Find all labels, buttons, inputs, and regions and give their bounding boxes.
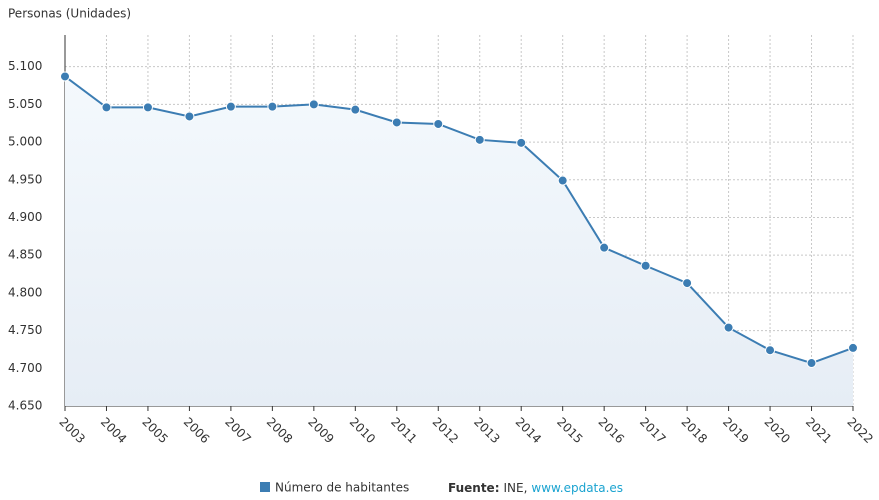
x-tick-label: 2011	[388, 415, 419, 446]
point	[101, 102, 112, 113]
x-tick-label: 2007	[222, 415, 253, 446]
point	[433, 118, 444, 129]
point	[142, 102, 153, 113]
point	[723, 322, 734, 333]
point	[474, 134, 485, 145]
source-link[interactable]: www.epdata.es	[531, 481, 623, 495]
y-tick-label: 5.000	[8, 135, 42, 149]
x-tick-label: 2003	[56, 415, 87, 446]
x-tick-label: 2009	[305, 415, 336, 446]
point	[350, 104, 361, 115]
legend-label: Número de habitantes	[275, 481, 409, 495]
point	[267, 101, 278, 112]
x-tick-label: 2010	[347, 415, 378, 446]
point	[640, 260, 651, 271]
source: Fuente: INE, www.epdata.es	[448, 481, 623, 495]
x-tick-label: 2012	[430, 415, 461, 446]
x-tick-label: 2015	[554, 415, 585, 446]
point	[848, 342, 858, 353]
y-tick-label: 4.750	[8, 323, 42, 337]
point	[391, 117, 402, 128]
point	[806, 358, 817, 369]
source-text: INE,	[504, 481, 528, 495]
x-tick-label: 2019	[720, 415, 751, 446]
x-tick-label: 2006	[181, 415, 212, 446]
x-tick-label: 2008	[264, 415, 295, 446]
y-tick-label: 4.800	[8, 285, 42, 299]
point	[765, 345, 776, 356]
y-tick-label: 4.900	[8, 210, 42, 224]
y-tick-label: 4.850	[8, 248, 42, 262]
y-tick-label: 5.100	[8, 59, 42, 73]
area	[65, 76, 853, 407]
y-tick-label: 4.650	[8, 399, 42, 413]
point	[225, 101, 236, 112]
x-tick-label: 2013	[471, 415, 502, 446]
x-tick-label: 2018	[679, 415, 710, 446]
x-tick-label: 2004	[98, 415, 129, 446]
point	[184, 111, 195, 122]
y-tick-label: 5.050	[8, 97, 42, 111]
x-tick-label: 2020	[761, 415, 792, 446]
x-tick-label: 2022	[844, 415, 875, 446]
y-tick-label: 4.950	[8, 172, 42, 186]
x-tick-label: 2014	[513, 415, 544, 446]
y-axis-label: Personas (Unidades)	[8, 7, 131, 21]
source-label: Fuente:	[448, 481, 500, 495]
point	[557, 175, 568, 186]
y-tick-label: 4.700	[8, 361, 42, 375]
line	[64, 75, 854, 365]
x-tick-label: 2021	[803, 415, 834, 446]
point	[599, 242, 610, 253]
x-tick-label: 2016	[596, 415, 627, 446]
point	[308, 99, 319, 110]
point	[682, 278, 693, 289]
x-tick-label: 2005	[139, 415, 170, 446]
legend-swatch	[260, 482, 270, 492]
point	[60, 71, 70, 82]
point	[516, 137, 527, 148]
x-tick-label: 2017	[637, 415, 668, 446]
